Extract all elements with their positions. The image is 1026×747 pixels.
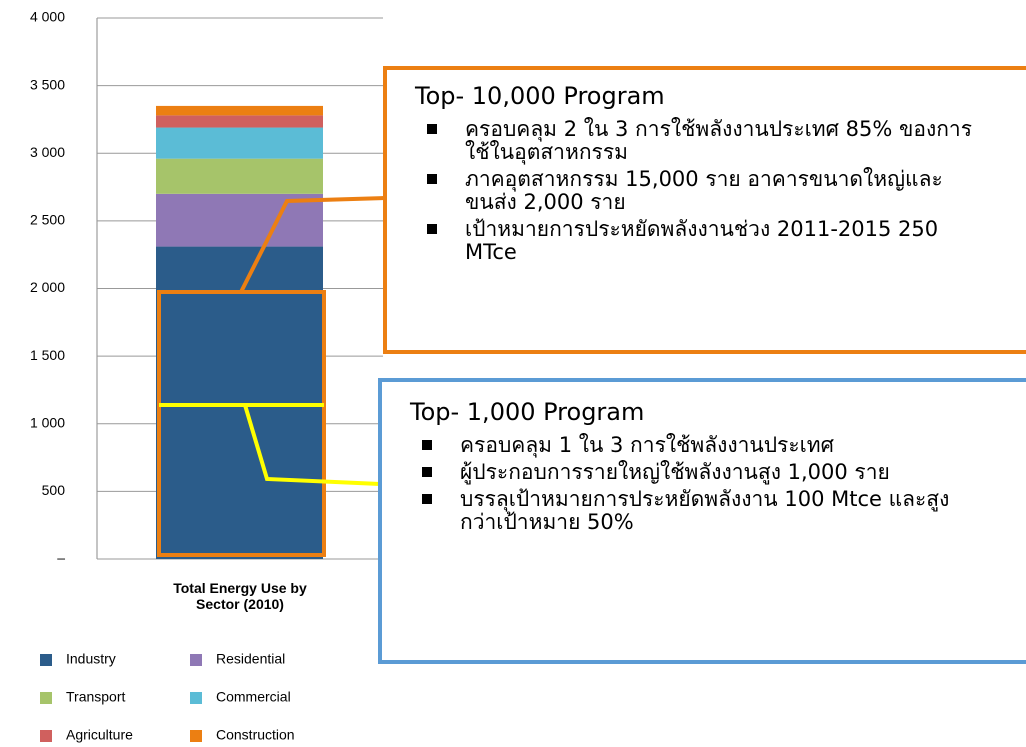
legend-swatch — [190, 730, 202, 742]
legend-swatch — [40, 692, 52, 704]
bullet-marker — [422, 467, 432, 477]
bullet-text: ภาคอุตสาหกรรม 15,000 ราย อาคารขนาดใหญ่แล… — [465, 167, 943, 214]
bullet: บรรลุเป้าหมายการประหยัดพลังงาน 100 Mtce … — [410, 488, 1026, 534]
legend-label: Residential — [216, 651, 285, 667]
bullet-text: ผู้ประกอบการรายใหญ่ใช้พลังงานสูง 1,000 ร… — [460, 460, 890, 484]
annotation-box: Top- 1,000 Program ครอบคลุม 1 ใน 3 การใช้… — [378, 378, 1026, 664]
y-tick-label: – — [57, 550, 65, 566]
bullet-marker — [427, 224, 437, 234]
y-tick-label: 3 500 — [30, 76, 65, 92]
annotation-title: Top- 10,000 Program — [415, 82, 665, 110]
bullet-text: บรรลุเป้าหมายการประหยัดพลังงาน 100 Mtce … — [460, 487, 950, 534]
bar-segment — [156, 105, 323, 116]
y-tick-label: 500 — [42, 482, 66, 498]
annotation-title: Top- 1,000 Program — [410, 398, 645, 426]
bullet-marker — [422, 440, 432, 450]
y-tick-label: 4 000 — [30, 9, 65, 25]
bullet-marker — [422, 494, 432, 504]
legend-label: Transport — [66, 689, 126, 705]
legend-label: Agriculture — [66, 727, 133, 743]
bar-segment — [156, 158, 323, 194]
legend-label: Commercial — [216, 689, 291, 705]
category-label: Total Energy Use by Sector (2010) — [173, 580, 307, 612]
bullet: ครอบคลุม 1 ใน 3 การใช้พลังงานประเทศ — [410, 434, 1026, 457]
y-tick-label: 3 000 — [30, 144, 65, 160]
bullet: ภาคอุตสาหกรรม 15,000 ราย อาคารขนาดใหญ่แล… — [415, 168, 1026, 214]
bar-segment — [156, 127, 323, 159]
bullet-text: เป้าหมายการประหยัดพลังงานช่วง 2011-2015 … — [465, 217, 939, 264]
bar-segment — [156, 246, 323, 559]
y-tick-label: 2 500 — [30, 212, 65, 228]
bullet: เป้าหมายการประหยัดพลังงานช่วง 2011-2015 … — [415, 218, 1026, 264]
legend-label: Construction — [216, 727, 295, 743]
bullet: ครอบคลุม 2 ใน 3 การใช้พลังงานประเทศ 85% … — [415, 118, 1026, 164]
bullet-marker — [427, 174, 437, 184]
y-tick-label: 1 500 — [30, 347, 65, 363]
bullet: ผู้ประกอบการรายใหญ่ใช้พลังงานสูง 1,000 ร… — [410, 461, 1026, 484]
legend-swatch — [40, 654, 52, 666]
connector — [243, 404, 381, 486]
y-tick-label: 2 000 — [30, 279, 65, 295]
legend-swatch — [190, 692, 202, 704]
legend-swatch — [40, 730, 52, 742]
y-tick-label: 1 000 — [30, 414, 65, 430]
annotation-box: Top- 10,000 Program ครอบคลุม 2 ใน 3 การใช… — [383, 66, 1026, 354]
legend-swatch — [190, 654, 202, 666]
bullet-marker — [427, 124, 437, 134]
legend-label: Industry — [66, 651, 116, 667]
bullet-text: ครอบคลุม 2 ใน 3 การใช้พลังงานประเทศ 85% … — [465, 117, 972, 164]
connector — [239, 196, 386, 293]
bar-segment — [156, 115, 323, 128]
bullet-text: ครอบคลุม 1 ใน 3 การใช้พลังงานประเทศ — [460, 433, 834, 457]
